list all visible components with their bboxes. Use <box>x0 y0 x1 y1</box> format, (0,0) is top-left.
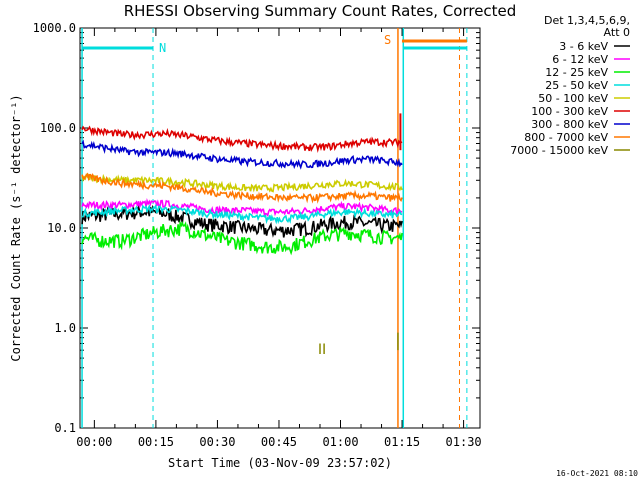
series-line <box>81 197 403 218</box>
y-tick-label: 0.1 <box>54 421 76 435</box>
series-line <box>81 203 403 238</box>
saa-label: S <box>384 33 391 47</box>
y-tick-label: 100.0 <box>40 121 76 135</box>
x-tick-label: 01:15 <box>384 435 420 449</box>
legend-entry: 25 - 50 keV <box>545 79 608 92</box>
series-line <box>81 139 403 170</box>
y-tick-label: 1.0 <box>54 321 76 335</box>
legend-entry: 300 - 800 keV <box>531 118 608 131</box>
series-line <box>81 220 403 256</box>
y-axis-label: Corrected Count Rate (s⁻¹ detector⁻¹) <box>9 94 23 361</box>
series-line <box>81 172 403 204</box>
series-line <box>81 125 403 153</box>
series-line <box>81 173 403 193</box>
series-line <box>319 332 399 354</box>
x-axis-label: Start Time (03-Nov-09 23:57:02) <box>168 456 392 470</box>
series-line <box>81 203 403 225</box>
legend-entry: 100 - 300 keV <box>531 105 608 118</box>
x-tick-label: 00:15 <box>138 435 174 449</box>
generated-timestamp: 16-Oct-2021 08:10 <box>556 469 638 478</box>
legend-header: Att 0 <box>604 26 630 39</box>
legend-entry: 3 - 6 keV <box>559 40 608 53</box>
legend-entry: 50 - 100 keV <box>538 92 608 105</box>
y-tick-label: 10.0 <box>47 221 76 235</box>
legend-entry: 7000 - 15000 keV <box>510 144 608 157</box>
night-label: N <box>159 41 166 55</box>
legend-header: Det 1,3,4,5,6,9, <box>544 14 630 27</box>
legend-entry: 800 - 7000 keV <box>524 131 608 144</box>
x-tick-label: 00:45 <box>261 435 297 449</box>
y-tick-label: 1000.0 <box>33 21 76 35</box>
chart-title: RHESSI Observing Summary Count Rates, Co… <box>123 2 517 20</box>
x-tick-label: 01:00 <box>322 435 358 449</box>
x-tick-label: 01:30 <box>446 435 482 449</box>
x-tick-label: 00:00 <box>76 435 112 449</box>
legend-entry: 6 - 12 keV <box>552 53 608 66</box>
x-tick-label: 00:30 <box>199 435 235 449</box>
legend-entry: 12 - 25 keV <box>545 66 608 79</box>
